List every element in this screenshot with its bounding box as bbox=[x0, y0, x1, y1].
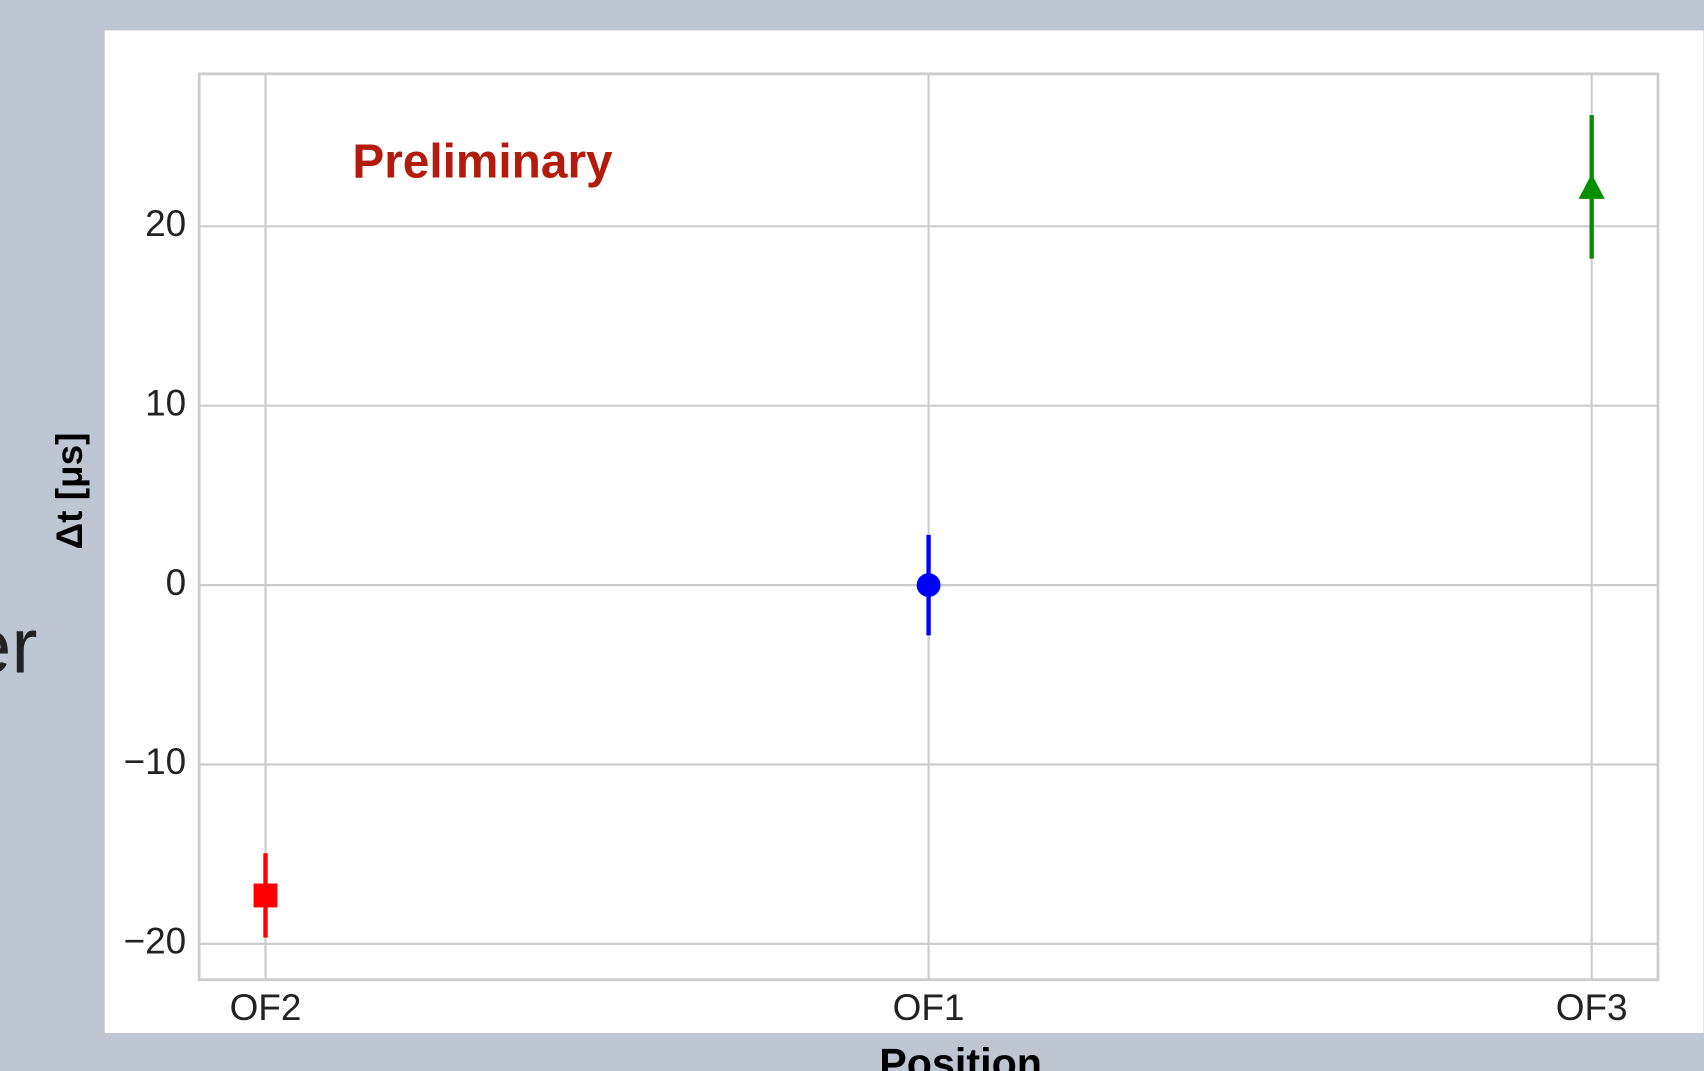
marker bbox=[253, 883, 278, 908]
slide-text: er bbox=[0, 601, 37, 689]
marker bbox=[916, 573, 941, 598]
y-tick-label: 10 bbox=[145, 382, 186, 423]
y-tick-label: 0 bbox=[166, 562, 187, 603]
annotation: Preliminary bbox=[352, 136, 613, 189]
y-tick-label: 20 bbox=[145, 203, 186, 244]
x-tick-label: OF3 bbox=[1556, 987, 1628, 1028]
figure-background bbox=[104, 30, 1704, 1033]
y-axis-label: Δt [μs] bbox=[49, 433, 90, 550]
x-axis-label: Position bbox=[879, 1041, 1042, 1071]
x-tick-label: OF2 bbox=[230, 987, 302, 1028]
y-tick-label: −20 bbox=[124, 921, 187, 962]
plot-frame bbox=[197, 72, 1660, 982]
x-tick-label: OF1 bbox=[893, 987, 965, 1028]
y-tick-label: −10 bbox=[124, 741, 187, 782]
marker bbox=[1578, 173, 1605, 199]
